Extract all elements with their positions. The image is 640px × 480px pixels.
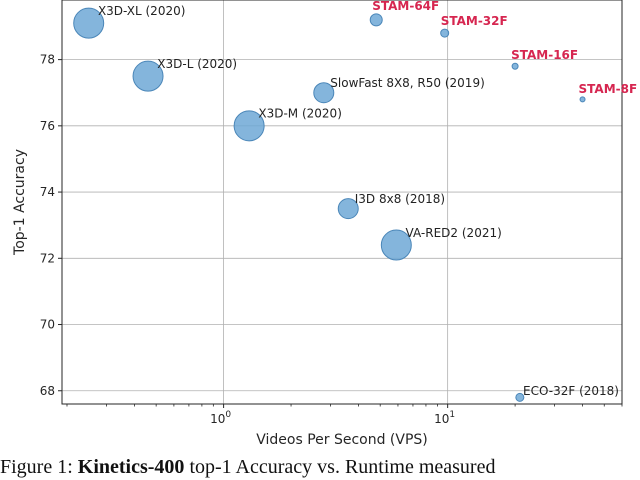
data-point (579, 96, 586, 103)
y-tick-label: 72 (40, 251, 55, 265)
point-label: X3D-L (2020) (157, 57, 237, 71)
data-point (511, 62, 519, 70)
caption-suffix: top-1 Accuracy vs. Runtime measured (189, 456, 496, 478)
point-label: SlowFast 8X8, R50 (2019) (330, 76, 484, 90)
point-label: X3D-XL (2020) (98, 4, 185, 18)
caption-bold: Kinetics-400 (77, 456, 185, 478)
point-label: STAM-32F (441, 14, 508, 28)
data-point (380, 229, 412, 261)
point-labels: X3D-XL (2020) X3D-L (2020) X3D-M (2020) Slo… (98, 0, 637, 398)
data-point (440, 28, 450, 38)
y-tick-label: 70 (40, 318, 55, 332)
y-tick-label: 68 (40, 384, 55, 398)
point-label: STAM-64F (372, 0, 439, 13)
y-tick-label: 78 (40, 53, 55, 67)
data-point (233, 110, 265, 142)
point-label: X3D-M (2020) (258, 107, 342, 121)
point-label: ECO-32F (2018) (523, 384, 619, 398)
scatter-chart: 68 70 72 74 76 78 100 101 X3D-XL (2020) X3D-L (2… (12, 0, 637, 448)
grid-lines (62, 0, 622, 404)
data-point (337, 198, 359, 220)
data-point (132, 60, 164, 92)
point-label: STAM-16F (511, 48, 578, 62)
caption-prefix: Figure 1: (0, 456, 73, 478)
point-label: I3D 8x8 (2018) (355, 192, 445, 206)
y-tick-label: 76 (40, 119, 55, 133)
data-point (369, 13, 383, 27)
data-point (73, 7, 105, 39)
data-points (73, 7, 586, 402)
y-axis-label: Top-1 Accuracy (12, 149, 28, 256)
point-label: STAM-8F (579, 82, 638, 96)
x-tick-label: 100 (210, 410, 231, 426)
tick-marks: 68 70 72 74 76 78 100 101 (40, 53, 623, 426)
x-axis-label: Videos Per Second (VPS) (256, 432, 428, 448)
point-label: VA-RED2 (2021) (406, 226, 502, 240)
plot-frame (61, 0, 623, 405)
y-tick-label: 74 (40, 185, 55, 199)
data-point (515, 392, 525, 402)
data-point (313, 82, 335, 104)
figure-caption: Figure 1: Kinetics-400 top-1 Accuracy vs… (0, 456, 640, 479)
x-tick-label: 101 (434, 410, 455, 426)
